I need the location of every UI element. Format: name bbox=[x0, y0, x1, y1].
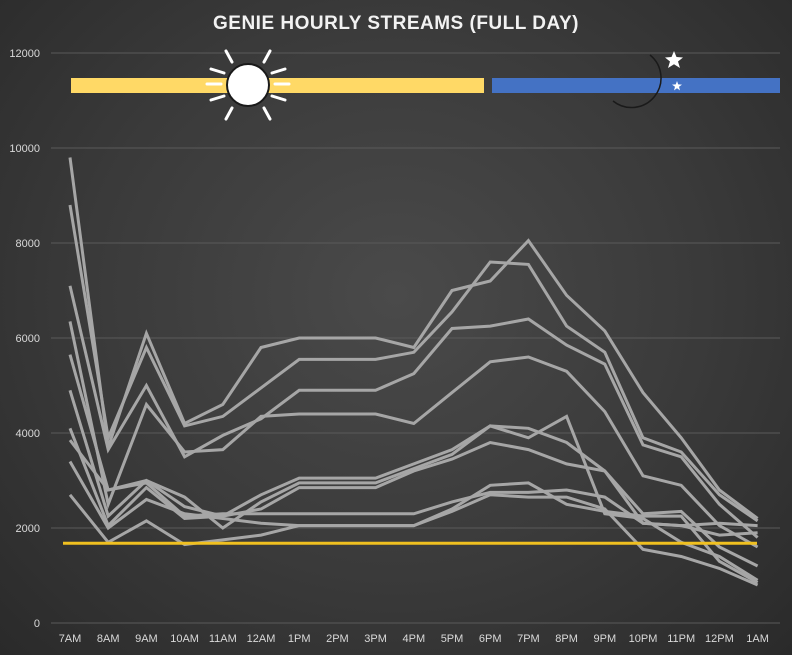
x-tick-label: 7PM bbox=[517, 633, 540, 645]
x-axis-tick-labels: 7AM 8AM 9AM 10AM 11AM 12AM 1PM 2PM 3PM 4PM 5PM 6PM 7… bbox=[59, 633, 769, 645]
sun-icon bbox=[205, 49, 291, 121]
y-tick-label: 6000 bbox=[16, 333, 40, 345]
x-tick-label: 10PM bbox=[629, 633, 658, 645]
y-tick-label: 10000 bbox=[9, 143, 40, 155]
x-tick-label: 7AM bbox=[59, 633, 82, 645]
series-line-4 bbox=[68, 321, 759, 549]
y-axis-tick-labels: 0 2000 4000 6000 8000 10000 12000 bbox=[9, 48, 40, 630]
y-tick-label: 2000 bbox=[16, 523, 40, 535]
x-tick-label: 4PM bbox=[402, 633, 425, 645]
x-tick-label: 8PM bbox=[555, 633, 578, 645]
x-tick-label: 1AM bbox=[746, 633, 769, 645]
x-tick-label: 9AM bbox=[135, 633, 158, 645]
y-tick-label: 4000 bbox=[16, 428, 40, 440]
y-tick-label: 0 bbox=[34, 618, 40, 630]
x-tick-label: 8AM bbox=[97, 633, 120, 645]
x-tick-label: 3PM bbox=[364, 633, 387, 645]
gridlines bbox=[51, 52, 780, 624]
x-tick-label: 12PM bbox=[705, 633, 734, 645]
x-tick-label: 11AM bbox=[209, 633, 237, 645]
series-lines bbox=[68, 157, 759, 587]
x-tick-label: 10AM bbox=[170, 633, 199, 645]
series-line-2 bbox=[68, 204, 759, 523]
x-tick-label: 5PM bbox=[441, 633, 464, 645]
series-line-3 bbox=[68, 285, 759, 539]
series-line-5 bbox=[68, 354, 759, 582]
y-tick-label: 8000 bbox=[16, 238, 40, 250]
moon-stars-icon bbox=[612, 51, 683, 109]
x-tick-label: 11PM bbox=[667, 633, 695, 645]
x-tick-label: 1PM bbox=[288, 633, 311, 645]
chart-title: GENIE HOURLY STREAMS (FULL DAY) bbox=[213, 13, 579, 34]
x-tick-label: 2PM bbox=[326, 633, 349, 645]
x-tick-label: 6PM bbox=[479, 633, 502, 645]
nighttime-bar bbox=[492, 78, 780, 93]
series-line-8 bbox=[68, 439, 758, 528]
x-tick-label: 9PM bbox=[593, 633, 616, 645]
y-tick-label: 12000 bbox=[9, 48, 40, 60]
x-tick-label: 12AM bbox=[247, 633, 276, 645]
series-line-7 bbox=[68, 427, 759, 568]
